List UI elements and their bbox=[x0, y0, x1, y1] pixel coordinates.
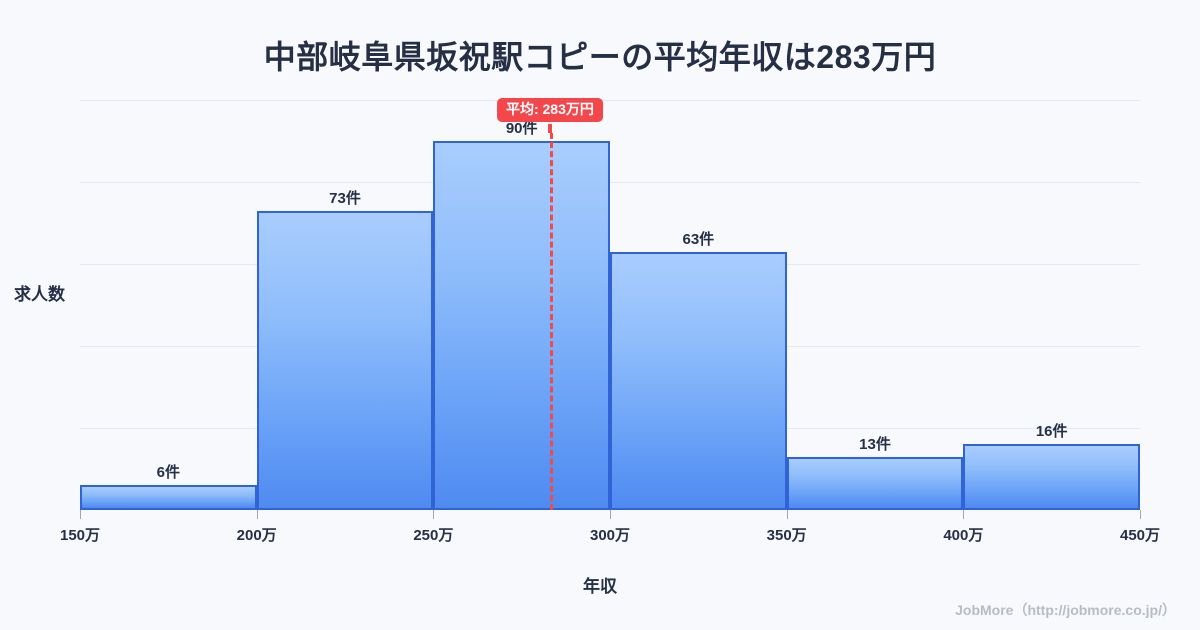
x-axis-tick-label: 350万 bbox=[766, 527, 807, 544]
x-axis-tick-label: 150万 bbox=[59, 527, 101, 544]
bar-value-label: 13件 bbox=[859, 435, 891, 453]
x-axis-tick bbox=[786, 510, 788, 519]
mean-badge: 平均: 283万円 bbox=[496, 98, 603, 123]
gridline bbox=[80, 182, 1140, 183]
x-axis-title: 年収 bbox=[583, 577, 617, 596]
x-axis-tick bbox=[963, 510, 965, 519]
bar-value-label: 16件 bbox=[1035, 423, 1068, 441]
bar-value-label: 90件 bbox=[505, 120, 538, 137]
histogram-bar[interactable] bbox=[256, 210, 434, 510]
bar-value-label: 6件 bbox=[156, 464, 180, 482]
x-axis-tick-label: 400万 bbox=[943, 527, 984, 544]
x-axis-tick-label: 250万 bbox=[413, 527, 454, 544]
x-axis-tick bbox=[256, 510, 258, 519]
x-axis-tick bbox=[433, 510, 435, 519]
x-axis-tick-label: 200万 bbox=[236, 527, 277, 544]
x-axis-tick bbox=[80, 510, 81, 519]
x-axis-tick-label: 300万 bbox=[589, 527, 631, 544]
bar-value-label: 63件 bbox=[682, 230, 715, 248]
histogram-bar[interactable] bbox=[786, 456, 964, 510]
x-axis-tick-label: 450万 bbox=[1119, 527, 1161, 544]
x-axis-tick bbox=[1140, 510, 1141, 519]
plot-area: 6件 73件 90件 63件 13件 16件 150万 200万 250万 300万 350万 400… bbox=[60, 98, 1160, 544]
page-title: 中部岐阜県坂祝駅コピーの平均年収は283万円 bbox=[263, 39, 937, 75]
histogram-bar[interactable] bbox=[433, 141, 610, 510]
bar-value-label: 73件 bbox=[329, 189, 361, 207]
x-axis-tick bbox=[610, 510, 611, 519]
mean-badge-pointer bbox=[547, 124, 552, 133]
histogram-bar[interactable] bbox=[80, 485, 257, 510]
histogram-bar[interactable] bbox=[963, 444, 1140, 510]
histogram-bar[interactable] bbox=[610, 251, 787, 510]
footer-credit: JobMore（http://jobmore.co.jp/） bbox=[955, 602, 1176, 618]
mean-line bbox=[549, 133, 553, 510]
gridline bbox=[80, 100, 1140, 101]
y-axis-title: 求人数 bbox=[14, 285, 65, 304]
